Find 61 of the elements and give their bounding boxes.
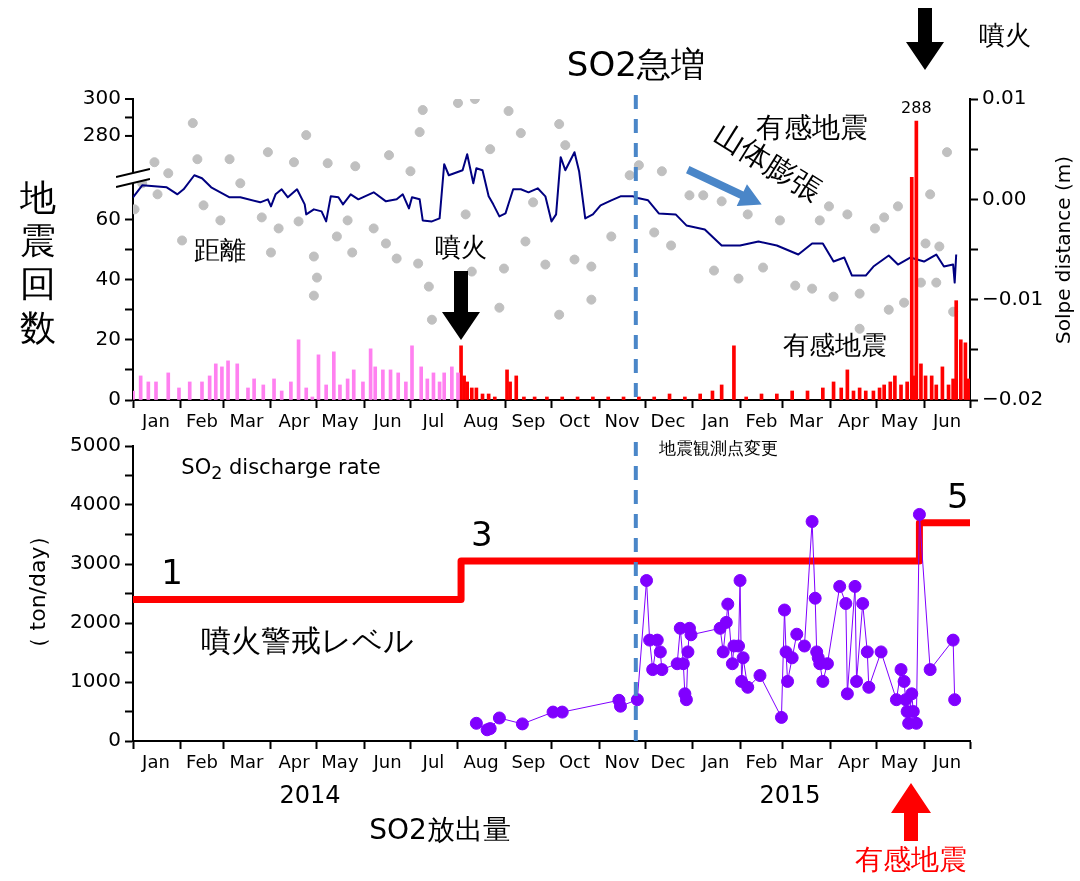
text: SO$_{2}$ discharge rate [181,455,381,484]
y-tick-label: 3000 [70,550,121,575]
x-tick-label: Oct [558,410,591,432]
x-tick-label: Feb [186,751,218,773]
series-label: 有感地震 [783,329,887,360]
x-tick-label: Oct [558,751,591,773]
y-tick-label: 4000 [70,491,121,516]
y-tick-label: 60 [95,205,121,230]
x-axis-title: SO2放出量 [369,812,511,846]
annotation: 3 [470,514,493,555]
series-label: 噴火警戒レベル [200,622,414,658]
text: 2014 [279,780,341,809]
y-tick-label: 5000 [70,432,121,457]
x-tick-label: Sep [511,751,546,773]
data-label: 288 [901,98,932,118]
x-tick-label: Nov [604,410,640,432]
y-tick-label: 0 [108,727,121,752]
y-tick-label: 2000 [70,609,121,634]
annotation: 1 [161,552,183,593]
annotation: 有感地震 [756,110,868,144]
series-label: 距離 [194,234,246,265]
x-tick-label: Dec [650,751,686,773]
x-tick-label: Jan [700,751,730,773]
y2-tick-label: −0.02 [982,386,1044,411]
x-tick-label: Apr [278,751,311,773]
y2-tick-label: 0.01 [982,85,1027,110]
annotation: 5 [946,475,969,516]
x-tick-label: Mar [788,751,824,773]
x-tick-label: Jul [421,751,445,773]
x-tick-label: Aug [463,751,499,773]
text: 2015 [759,780,821,809]
text: 噴火 [979,19,1031,50]
y2-tick-label: 0.00 [982,185,1027,210]
x-tick-label: Jun [931,751,962,773]
y-tick-label: 0 [108,386,121,411]
x-tick-label: May [880,751,919,773]
x-tick-label: Dec [650,410,686,432]
y3-tick-label: 300 [82,85,121,110]
x-tick-label: Mar [788,410,824,432]
x-tick-label: Mar [229,751,265,773]
y3-tick-label: 280 [82,122,121,147]
annotation: 噴火 [435,231,487,262]
annotation: 地震観測点変更 [658,437,778,458]
x-tick-label: Feb [186,410,218,432]
y-axis-title: 地震回数 [20,175,56,349]
y-tick-label: 1000 [70,668,121,693]
x-tick-label: Feb [745,410,778,432]
x-tick-label: Feb [745,751,778,773]
y-tick-label: 20 [95,326,121,350]
x-tick-label: May [321,751,359,773]
y2-axis-title: Solpe distance (m) [1051,155,1075,345]
y2-tick-label: −0.01 [982,285,1044,310]
text: 有感地震 [855,842,967,876]
x-tick-label: Mar [229,410,265,432]
ref-line-label: SO2急増 [566,44,705,85]
x-tick-label: Nov [604,751,640,773]
x-tick-label: Jun [372,751,402,773]
y-tick-label: 40 [95,265,121,290]
x-tick-label: Jan [141,751,170,773]
x-tick-label: Apr [837,751,870,773]
y-axis-title: （ ton/day） [24,524,51,660]
